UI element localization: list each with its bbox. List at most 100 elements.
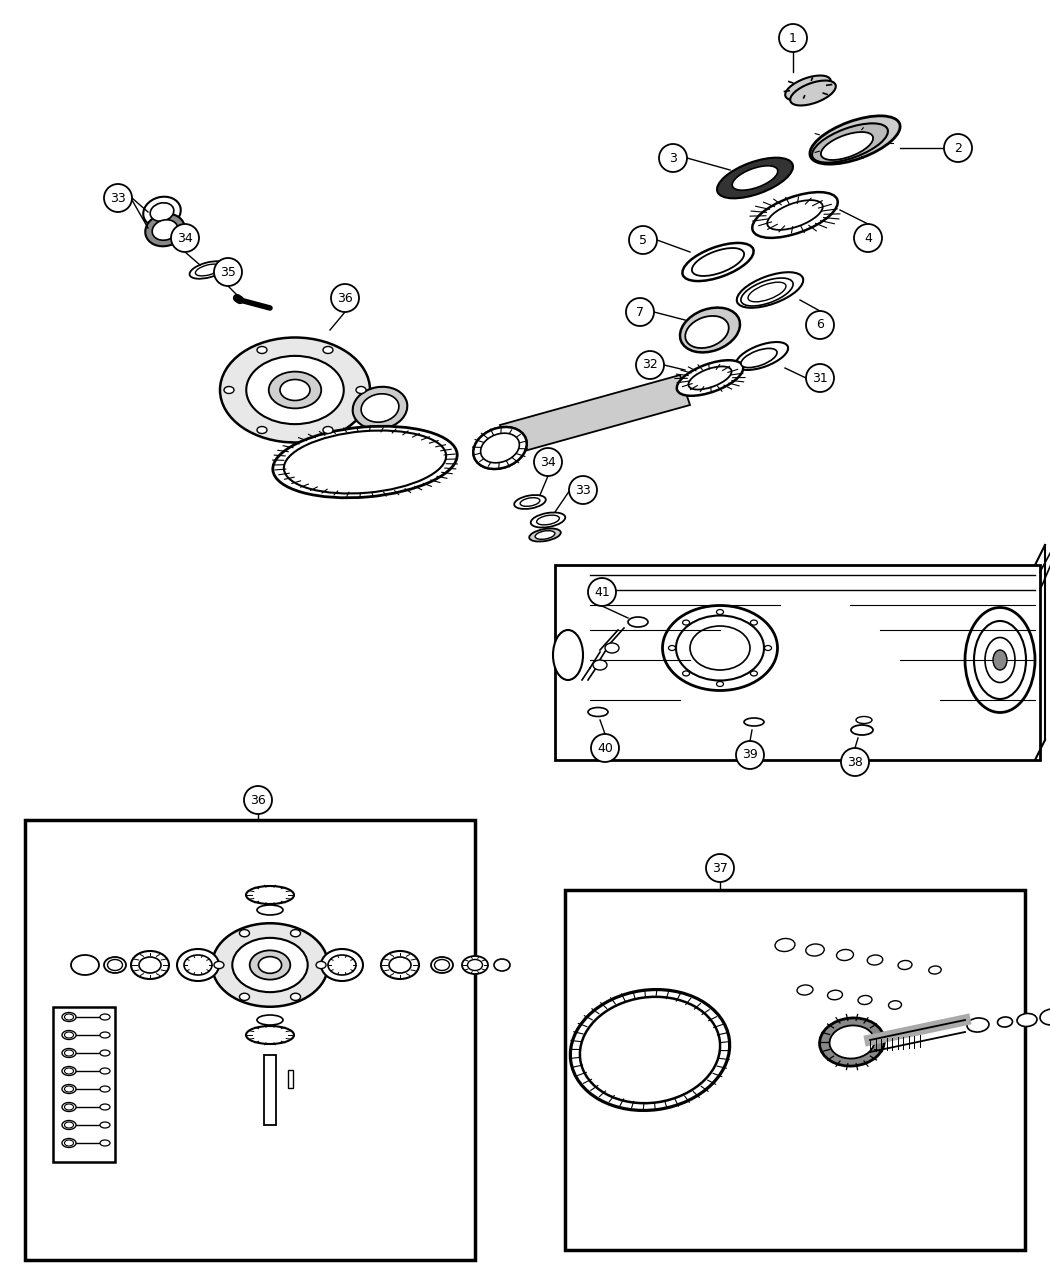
Ellipse shape	[64, 1104, 74, 1111]
Ellipse shape	[353, 386, 407, 430]
Ellipse shape	[212, 923, 328, 1007]
Ellipse shape	[100, 1122, 110, 1128]
Ellipse shape	[494, 959, 510, 972]
Bar	[555, 565, 1040, 760]
Ellipse shape	[467, 960, 483, 970]
Ellipse shape	[239, 929, 250, 937]
Ellipse shape	[184, 955, 212, 975]
Ellipse shape	[483, 435, 518, 462]
Ellipse shape	[717, 158, 793, 199]
Ellipse shape	[967, 1017, 989, 1031]
Text: 33: 33	[575, 483, 591, 496]
Ellipse shape	[768, 200, 823, 230]
Text: 7: 7	[636, 306, 644, 319]
Ellipse shape	[514, 495, 546, 509]
Text: 5: 5	[639, 233, 647, 246]
Ellipse shape	[177, 949, 219, 980]
Ellipse shape	[810, 116, 900, 164]
Ellipse shape	[269, 371, 321, 408]
Ellipse shape	[232, 938, 308, 992]
Ellipse shape	[474, 427, 527, 469]
Ellipse shape	[791, 80, 836, 106]
Ellipse shape	[64, 1031, 74, 1038]
Ellipse shape	[321, 949, 363, 980]
Ellipse shape	[856, 717, 872, 723]
Ellipse shape	[143, 196, 181, 227]
Ellipse shape	[131, 951, 169, 979]
Circle shape	[214, 258, 242, 286]
Ellipse shape	[588, 708, 608, 717]
Ellipse shape	[388, 958, 411, 973]
Ellipse shape	[663, 606, 777, 691]
Ellipse shape	[381, 951, 419, 979]
Text: 33: 33	[110, 191, 126, 204]
Ellipse shape	[797, 986, 813, 994]
Ellipse shape	[100, 1086, 110, 1091]
Text: 32: 32	[643, 358, 658, 371]
Ellipse shape	[530, 513, 565, 528]
Ellipse shape	[752, 193, 838, 238]
Ellipse shape	[785, 75, 831, 101]
Circle shape	[569, 476, 597, 504]
Circle shape	[104, 184, 132, 212]
Ellipse shape	[974, 621, 1026, 699]
Text: 36: 36	[250, 793, 266, 807]
Ellipse shape	[830, 1025, 875, 1058]
Text: 41: 41	[594, 585, 610, 598]
Ellipse shape	[985, 638, 1015, 682]
Ellipse shape	[898, 960, 912, 969]
Bar	[264, 1054, 276, 1125]
Ellipse shape	[553, 630, 583, 680]
Text: 34: 34	[540, 455, 555, 468]
Text: 2: 2	[954, 142, 962, 154]
Ellipse shape	[821, 133, 874, 159]
Circle shape	[944, 134, 972, 162]
Ellipse shape	[64, 1122, 74, 1128]
Ellipse shape	[775, 938, 795, 951]
Ellipse shape	[100, 1014, 110, 1020]
Ellipse shape	[62, 1048, 76, 1057]
Ellipse shape	[570, 989, 730, 1111]
Ellipse shape	[62, 1103, 76, 1112]
Circle shape	[626, 298, 654, 326]
Circle shape	[806, 363, 834, 391]
Ellipse shape	[64, 1068, 74, 1074]
Ellipse shape	[462, 956, 488, 974]
Ellipse shape	[139, 958, 161, 973]
Text: 31: 31	[812, 371, 827, 385]
Ellipse shape	[62, 1030, 76, 1039]
Ellipse shape	[716, 609, 723, 615]
Bar	[25, 820, 475, 1260]
Ellipse shape	[965, 607, 1035, 713]
Ellipse shape	[62, 1121, 76, 1130]
Text: 1: 1	[789, 32, 797, 45]
Circle shape	[629, 226, 657, 254]
Ellipse shape	[435, 960, 449, 970]
Ellipse shape	[680, 307, 740, 352]
Circle shape	[171, 224, 200, 252]
Ellipse shape	[316, 961, 327, 969]
Ellipse shape	[1017, 1014, 1037, 1026]
Ellipse shape	[323, 347, 333, 353]
Ellipse shape	[850, 725, 873, 734]
Polygon shape	[500, 375, 690, 455]
Circle shape	[779, 24, 807, 52]
Ellipse shape	[741, 278, 793, 306]
Bar	[52, 1007, 116, 1162]
Ellipse shape	[258, 956, 281, 973]
Ellipse shape	[257, 1015, 284, 1025]
Ellipse shape	[239, 993, 250, 1001]
Ellipse shape	[250, 950, 290, 979]
Ellipse shape	[257, 905, 284, 915]
Ellipse shape	[827, 991, 842, 1000]
Ellipse shape	[100, 1104, 110, 1111]
Ellipse shape	[247, 356, 343, 425]
Bar	[565, 890, 1025, 1250]
Circle shape	[841, 748, 869, 776]
Ellipse shape	[993, 650, 1007, 669]
Ellipse shape	[744, 718, 764, 725]
Ellipse shape	[100, 1031, 110, 1038]
Circle shape	[244, 785, 272, 813]
Ellipse shape	[257, 427, 267, 434]
Text: 40: 40	[597, 742, 613, 755]
